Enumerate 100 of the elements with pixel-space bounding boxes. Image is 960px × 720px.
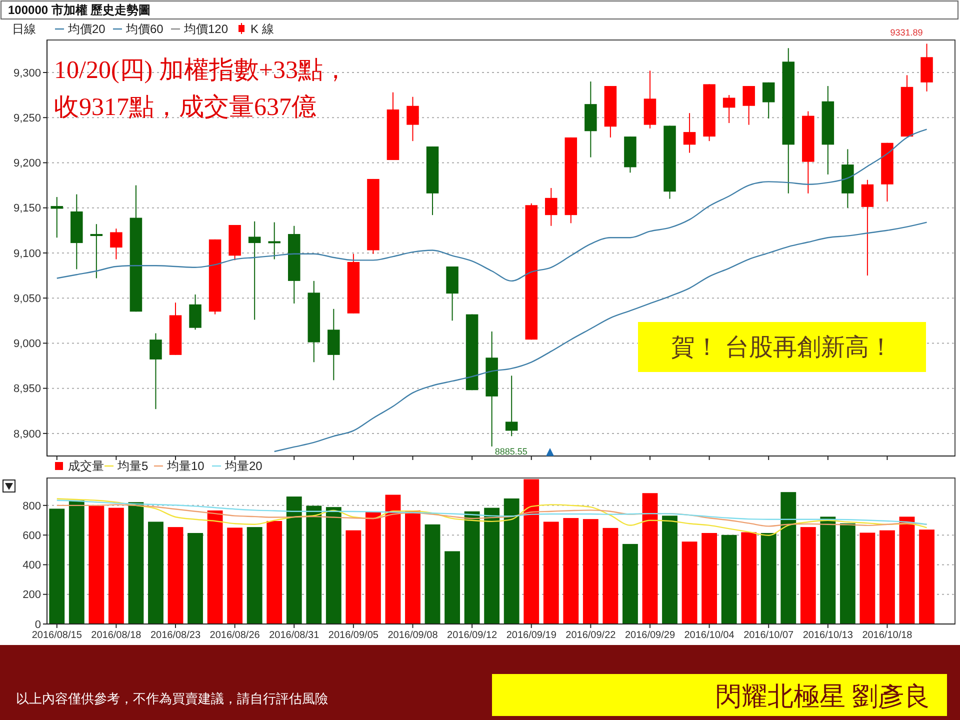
y-tick-label: 9,150	[13, 202, 41, 215]
bar	[702, 532, 718, 624]
bar	[148, 522, 164, 624]
bar	[840, 523, 856, 624]
line-series	[56, 128, 928, 282]
legend-label: K 線	[250, 22, 274, 36]
bar	[365, 512, 381, 624]
x-tick-label: 2016/08/26	[210, 630, 260, 641]
candlestick	[861, 179, 874, 276]
annotation: 8885.55	[494, 446, 528, 456]
candlestick	[762, 82, 775, 120]
line-series	[56, 504, 928, 527]
bar	[464, 511, 480, 624]
bar	[326, 507, 342, 624]
candlestick	[50, 196, 64, 238]
bar	[524, 479, 540, 624]
y-tick-label: 800	[22, 500, 41, 512]
legend-label: 均量5	[116, 459, 148, 473]
bar	[662, 516, 678, 624]
bar	[682, 542, 698, 624]
bar	[444, 551, 460, 624]
x-tick-label: 2016/09/05	[328, 630, 379, 641]
bar	[820, 516, 836, 624]
bar	[49, 508, 65, 624]
bar	[188, 532, 203, 624]
x-tick-label: 2016/09/29	[624, 630, 676, 641]
candlestick	[189, 294, 202, 330]
bar	[563, 518, 579, 624]
annotation: 10/20(四) 加權指數+33點，收9317點，成交量637億	[54, 57, 348, 121]
candlestick	[110, 228, 122, 260]
y-tick-label: 9,250	[13, 112, 41, 124]
y-tick-label: 9,300	[13, 67, 41, 80]
text: 以上內容僅供參考，不作為買賣建議，請自行評估風險	[16, 691, 328, 706]
bar	[484, 508, 500, 624]
x-tick-label: 2016/09/08	[388, 630, 438, 641]
text: 閃耀北極星 劉彥良	[716, 682, 930, 711]
x-tick-label: 2016/08/15	[32, 630, 82, 641]
x-tick-label: 2016/08/23	[150, 630, 201, 641]
bar	[602, 528, 618, 624]
candlestick	[545, 187, 558, 226]
bar	[306, 506, 322, 624]
x-tick-label: 2016/08/18	[91, 630, 142, 641]
y-tick-label: 9,100	[13, 248, 41, 260]
candlestick	[722, 94, 736, 124]
candlestick	[505, 375, 518, 437]
legend-label: 均價20	[67, 22, 106, 36]
bar	[919, 530, 934, 624]
x-tick-label: 2016/10/04	[684, 630, 735, 641]
candlestick	[683, 112, 696, 154]
bar	[642, 493, 658, 624]
x-tick-label: 2016/09/19	[506, 630, 557, 641]
legend-label: 均價60	[125, 22, 164, 36]
text: 9331.89	[890, 28, 923, 38]
bar	[780, 492, 796, 624]
bar	[622, 544, 638, 624]
bar	[582, 519, 598, 624]
y-tick-label: 8,950	[13, 383, 41, 396]
bar	[741, 532, 757, 624]
bar	[504, 498, 520, 624]
bar	[68, 500, 84, 624]
bar	[168, 527, 184, 624]
bar	[246, 527, 262, 624]
y-tick-label: 0	[34, 618, 41, 631]
x-tick-label: 2016/09/22	[566, 630, 616, 641]
candlestick	[150, 332, 162, 410]
y-tick-label: 600	[22, 530, 41, 542]
legend-label: 均量10	[166, 459, 205, 473]
bar	[880, 530, 895, 624]
bar	[405, 510, 420, 624]
x-tick-label: 2016/09/12	[447, 630, 498, 641]
candlestick	[248, 220, 261, 320]
y-tick-label: 200	[22, 589, 41, 602]
annotation: 賀！ 台股再創新高！	[671, 334, 893, 361]
y-tick-label: 9,000	[13, 338, 41, 350]
y-tick-label: 400	[22, 560, 41, 572]
bar	[88, 506, 104, 624]
bar	[860, 532, 876, 624]
x-tick-label: 2016/10/07	[744, 630, 794, 641]
bar	[721, 534, 737, 624]
bar	[128, 502, 144, 624]
line-series	[56, 500, 928, 525]
x-tick-label: 2016/10/18	[862, 630, 913, 641]
bar	[424, 524, 440, 624]
bar	[286, 496, 302, 624]
bar	[385, 494, 401, 624]
bar	[800, 527, 816, 624]
text: 日線	[12, 22, 36, 36]
bar	[227, 528, 243, 624]
y-tick-label: 8,900	[13, 428, 41, 440]
bar	[899, 516, 915, 624]
bar	[760, 532, 776, 624]
y-tick-label: 9,200	[13, 158, 41, 170]
bar	[207, 510, 223, 624]
candlestick	[742, 86, 755, 126]
bar	[346, 530, 362, 624]
chart-title: 100000 市加權 歷史走勢圖	[8, 3, 151, 17]
line-series	[56, 498, 928, 536]
bar	[266, 520, 282, 624]
candlestick	[90, 224, 103, 279]
candlestick	[268, 222, 280, 260]
